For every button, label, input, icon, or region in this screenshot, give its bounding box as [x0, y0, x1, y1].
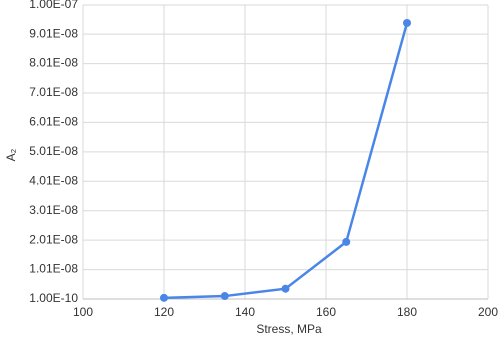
x-tick-label: 180: [397, 305, 417, 319]
y-tick-label: 2.01E-08: [29, 232, 78, 246]
x-tick-label: 160: [316, 305, 336, 319]
x-axis-title: Stress, MPa: [256, 322, 322, 336]
y-tick-label: 9.01E-08: [29, 26, 78, 40]
y-tick-label: 4.01E-08: [29, 173, 78, 187]
data-point: [220, 292, 229, 301]
y-tick-label: 7.01E-08: [29, 85, 78, 99]
data-point: [160, 293, 168, 302]
x-tick-label: 100: [73, 305, 93, 319]
y-tick-label: 6.01E-08: [29, 115, 78, 129]
x-tick-label: 200: [478, 305, 498, 319]
y-tick-label: 1.00E-10: [29, 291, 78, 305]
series-line: [163, 22, 409, 300]
data-point: [403, 18, 411, 27]
x-tick-label: 120: [154, 305, 174, 319]
y-axis-title: A₂: [4, 148, 18, 161]
y-tick-label: 8.01E-08: [29, 56, 78, 70]
y-tick-label: 3.01E-08: [29, 203, 78, 217]
data-point: [342, 237, 351, 246]
x-tick-label: 140: [235, 305, 255, 319]
y-tick-label: 1.00E-07: [29, 0, 78, 11]
y-tick-label: 5.01E-08: [29, 144, 78, 158]
y-tick-label: 1.01E-08: [29, 262, 78, 276]
data-point: [281, 284, 290, 293]
